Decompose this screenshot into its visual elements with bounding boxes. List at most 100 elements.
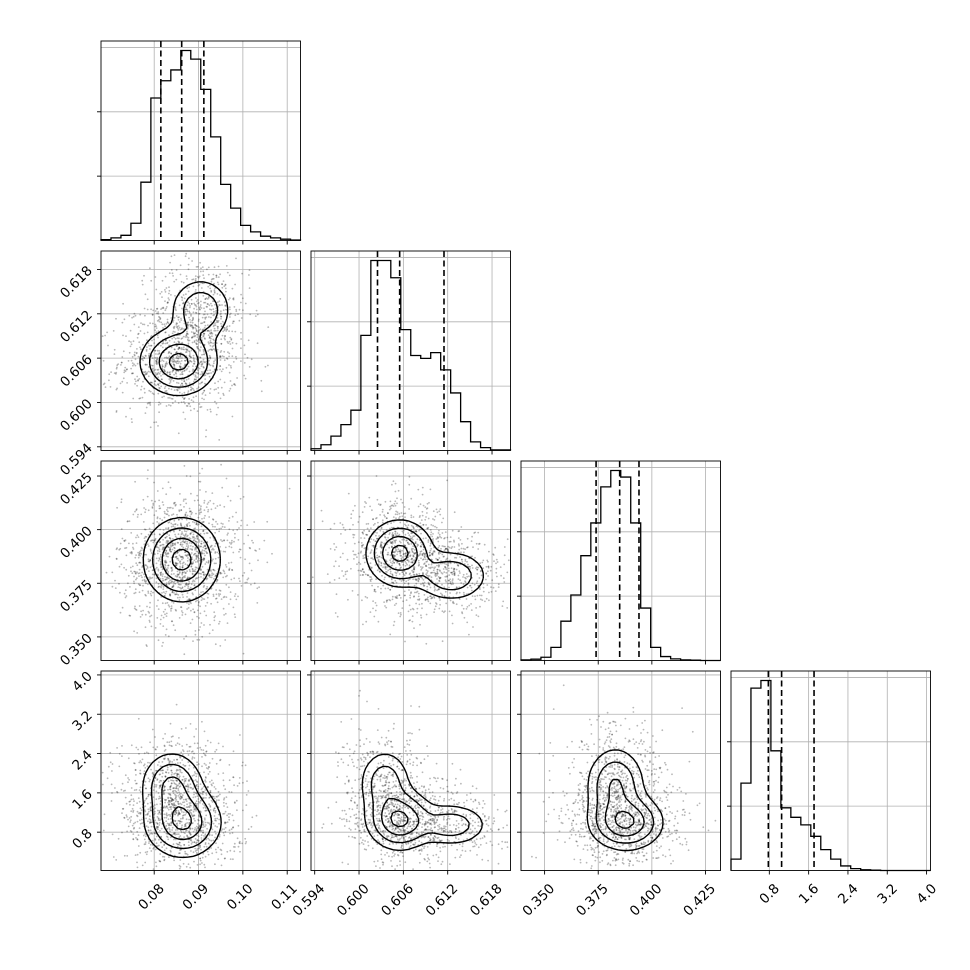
scatter-point	[208, 330, 211, 332]
scatter-point	[442, 568, 445, 570]
scatter-point	[206, 592, 209, 595]
scatter-point	[430, 576, 433, 579]
scatter-point	[188, 350, 190, 352]
scatter-point	[135, 352, 138, 355]
scatter-point	[258, 548, 261, 550]
scatter-point	[206, 409, 209, 411]
scatter-point	[157, 392, 160, 395]
scatter-point	[141, 571, 144, 574]
scatter-point	[219, 351, 222, 353]
scatter-point	[363, 557, 366, 559]
scatter-point	[134, 314, 137, 317]
scatter-point	[190, 313, 192, 316]
scatter-point	[215, 597, 217, 600]
scatter-point	[149, 560, 152, 562]
scatter-point	[214, 552, 217, 554]
scatter-point	[222, 368, 224, 371]
scatter-point	[242, 652, 245, 655]
scatter-point	[240, 524, 242, 527]
scatter-point	[154, 553, 156, 555]
scatter-point	[156, 517, 159, 520]
scatter-point	[224, 639, 227, 641]
scatter-point	[170, 566, 173, 569]
scatter-point	[246, 524, 249, 526]
scatter-point	[256, 587, 259, 590]
scatter-point	[215, 310, 217, 312]
scatter-point	[191, 511, 193, 514]
scatter-point	[229, 343, 232, 345]
scatter-point	[222, 784, 225, 787]
scatter-point	[478, 542, 481, 545]
scatter-point	[159, 572, 162, 574]
scatter-point	[405, 571, 407, 574]
scatter-point	[210, 332, 213, 334]
scatter-point	[206, 313, 209, 316]
scatter-point	[211, 278, 214, 280]
scatter-point	[203, 277, 205, 280]
scatter-point	[179, 384, 182, 387]
scatter-point	[162, 360, 165, 362]
scatter-point	[468, 633, 470, 636]
scatter-point	[399, 554, 402, 557]
scatter-point	[232, 529, 235, 532]
scatter-point	[207, 562, 210, 564]
scatter-point	[387, 587, 390, 590]
scatter-point	[202, 571, 205, 574]
scatter-point	[417, 580, 420, 583]
scatter-point	[129, 614, 132, 617]
scatter-point	[156, 349, 159, 352]
scatter-point	[102, 359, 105, 362]
scatter-point	[371, 557, 374, 559]
scatter-point	[165, 560, 168, 563]
scatter-point	[196, 325, 199, 328]
scatter-point	[473, 583, 476, 586]
scatter-point	[175, 375, 178, 378]
scatter-point	[187, 607, 190, 609]
scatter-point	[166, 318, 169, 321]
scatter-point	[162, 307, 165, 310]
scatter-point	[164, 363, 167, 366]
scatter-point	[389, 570, 392, 573]
scatter-point	[177, 327, 179, 330]
scatter-point	[185, 523, 188, 526]
scatter-point	[166, 321, 169, 323]
scatter-point	[479, 562, 482, 565]
scatter-point	[142, 355, 144, 358]
scatter-point	[165, 590, 168, 593]
scatter-point	[381, 521, 384, 524]
scatter-point	[156, 490, 159, 492]
scatter-point	[416, 545, 418, 548]
scatter-point	[126, 382, 128, 384]
scatter-point	[151, 576, 154, 579]
scatter-point	[170, 388, 173, 391]
scatter-point	[389, 527, 391, 530]
scatter-point	[172, 369, 175, 372]
scatter-point	[196, 638, 199, 641]
scatter-point	[357, 594, 359, 596]
scatter-point	[417, 505, 420, 508]
scatter-point	[214, 303, 216, 306]
scatter-point	[135, 380, 137, 383]
scatter-point	[435, 526, 438, 529]
scatter-point	[487, 566, 490, 569]
scatter-point	[205, 532, 208, 534]
scatter-point	[232, 298, 235, 300]
scatter-point	[177, 573, 180, 576]
scatter-point	[158, 499, 161, 502]
scatter-point	[144, 564, 147, 566]
scatter-point	[437, 536, 440, 539]
scatter-point	[115, 388, 118, 391]
scatter-point	[455, 556, 458, 559]
scatter-point	[211, 523, 214, 526]
scatter-point	[190, 337, 193, 339]
scatter-point	[451, 581, 454, 584]
scatter-point	[346, 558, 349, 561]
scatter-point	[341, 570, 343, 572]
scatter-point	[179, 357, 182, 359]
scatter-point	[334, 612, 337, 614]
scatter-point	[160, 308, 162, 311]
scatter-point	[168, 582, 170, 585]
scatter-point	[208, 574, 211, 577]
scatter-point	[134, 570, 137, 573]
scatter-point	[202, 520, 205, 523]
